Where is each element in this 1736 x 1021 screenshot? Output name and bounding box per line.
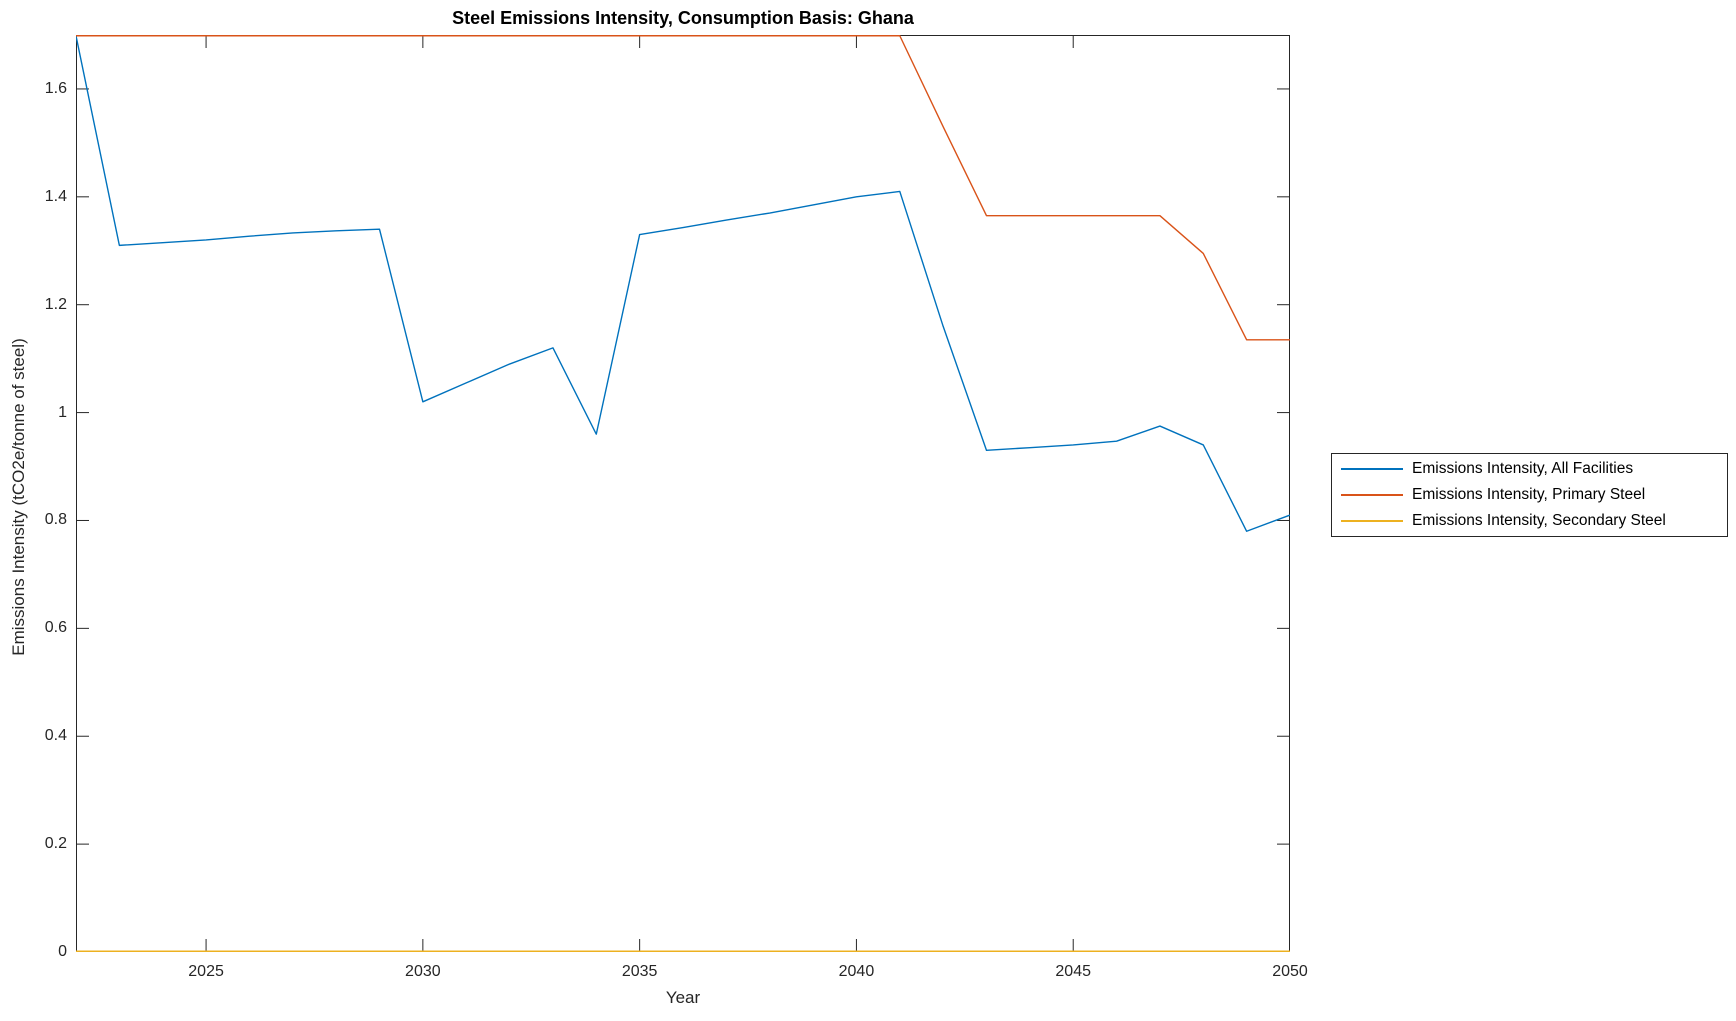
x-tick-label: 2030 [405, 963, 441, 980]
legend-box: Emissions Intensity, All Facilities Emis… [1331, 453, 1728, 537]
x-axis-label: Year [665, 988, 701, 1007]
y-tick-label: 1.2 [44, 295, 67, 313]
legend-label: Emissions Intensity, Secondary Steel [1412, 512, 1666, 529]
y-tick-label: 0 [58, 943, 67, 960]
legend-row: Emissions Intensity, All Facilities [1332, 456, 1727, 482]
x-tick-label: 2045 [1055, 963, 1091, 980]
x-tick-label: 2035 [621, 963, 658, 980]
x-tick-label: 2050 [1272, 963, 1308, 980]
chart-title: Steel Emissions Intensity, Consumption B… [452, 8, 914, 28]
legend-row: Emissions Intensity, Secondary Steel [1332, 508, 1727, 534]
x-tick-label: 2040 [838, 963, 875, 980]
y-tick-label: 1 [58, 403, 67, 421]
y-tick-label: 0.2 [44, 835, 67, 853]
legend-line-all-facilities [1341, 468, 1403, 470]
y-tick-label: 1.4 [44, 187, 67, 205]
y-tick-label: 0.4 [44, 727, 67, 745]
legend-line-secondary-steel [1341, 520, 1403, 522]
y-axis-label: Emissions Intensity (tCO2e/tonne of stee… [9, 338, 28, 656]
legend-label: Emissions Intensity, All Facilities [1412, 460, 1634, 477]
legend-line-primary-steel [1341, 494, 1403, 496]
y-tick-label: 0.8 [44, 511, 67, 529]
x-tick-label: 2025 [188, 963, 224, 980]
y-tick-label: 0.6 [44, 619, 67, 637]
y-tick-label: 1.6 [44, 79, 67, 97]
legend-label: Emissions Intensity, Primary Steel [1412, 486, 1646, 503]
plot-area [76, 35, 1290, 952]
legend-row: Emissions Intensity, Primary Steel [1332, 482, 1727, 508]
